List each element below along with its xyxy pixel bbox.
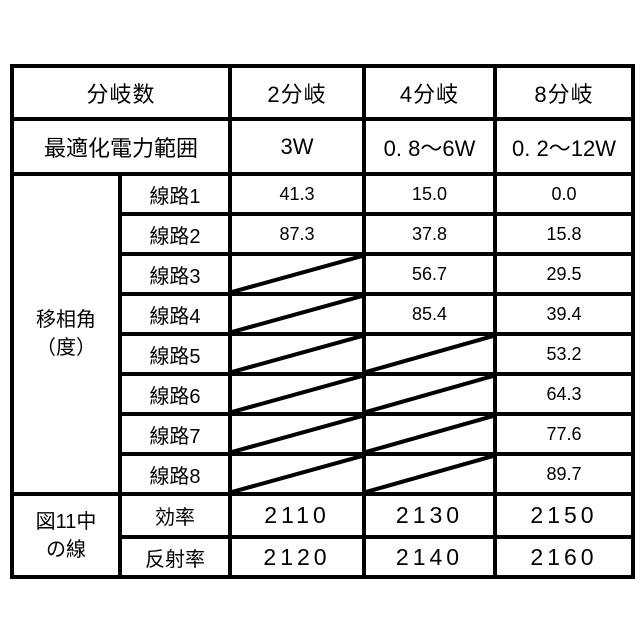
table-row: 最適化電力範囲 3W 0. 8～6W 0. 2～12W: [9, 117, 636, 176]
cell-value: 3W: [228, 117, 367, 176]
table-row: 分岐数 2分岐 4分岐 8分岐: [9, 64, 636, 121]
slashed-cell: [228, 252, 367, 296]
table-row: 反射率 2120 2140 2160: [12, 535, 636, 579]
figure-label-line1: 図11中: [35, 510, 97, 533]
cell-value: 87.3: [228, 212, 367, 256]
cell-value: 15.8: [493, 212, 636, 256]
cell-value: 41.3: [228, 172, 367, 216]
cell-value: 0. 2～12W: [493, 117, 636, 176]
cell-value: 53.2: [493, 332, 636, 376]
figure-section-label: 図11中 の線: [10, 492, 122, 579]
diagonal-slash: [232, 416, 362, 452]
slashed-cell: [362, 452, 498, 496]
slashed-cell: [228, 412, 367, 456]
cell-value: 77.6: [493, 412, 636, 456]
phase-angle-section-label: 移相角 （度）: [10, 172, 122, 496]
cell-value: 2130: [362, 492, 498, 539]
slashed-cell: [362, 372, 498, 416]
cell-value: 56.7: [362, 252, 498, 296]
table-row: 線路6 64.3: [12, 372, 636, 416]
header-2branch: 2分岐: [228, 64, 367, 121]
cell-value: 2140: [362, 535, 498, 579]
cell-value: 0. 8～6W: [362, 117, 498, 176]
diagonal-slash: [232, 256, 362, 292]
table-row: 線路5 53.2: [12, 332, 636, 376]
table-row: 線路7 77.6: [12, 412, 636, 456]
cell-value: 15.0: [362, 172, 498, 216]
cell-value: 89.7: [493, 452, 636, 496]
table-row: 線路2 87.3 37.8 15.8: [12, 212, 636, 256]
diagonal-slash: [232, 376, 362, 412]
diagonal-slash: [366, 336, 493, 372]
diagonal-slash: [366, 456, 493, 492]
data-table: 分岐数 2分岐 4分岐 8分岐 最適化電力範囲 3W 0. 8～6W 0. 2～…: [9, 64, 636, 579]
cell-value: 2110: [228, 492, 367, 539]
row-label: 線路3: [117, 252, 233, 296]
diagonal-slash: [232, 296, 362, 332]
row-label: 線路1: [117, 172, 233, 216]
cell-value: 2150: [493, 492, 636, 539]
row-label: 線路5: [117, 332, 233, 376]
phase-label-line1: 移相角: [36, 309, 96, 331]
slashed-cell: [228, 332, 367, 376]
power-range-label: 最適化電力範囲: [9, 117, 233, 176]
diagonal-slash: [232, 456, 362, 492]
table-row: 線路3 56.7 29.5: [12, 252, 636, 296]
cell-value: 2120: [228, 535, 367, 579]
slashed-cell: [228, 292, 367, 336]
header-8branch: 8分岐: [493, 64, 636, 121]
slashed-cell: [362, 332, 498, 376]
slashed-cell: [228, 452, 367, 496]
table-row: 線路8 89.7: [12, 452, 636, 496]
cell-value: 0.0: [493, 172, 636, 216]
row-label: 線路4: [117, 292, 233, 336]
phase-label-line2: （度）: [36, 337, 96, 359]
cell-value: 37.8: [362, 212, 498, 256]
row-label: 効率: [117, 492, 233, 539]
table-row: 移相角 （度） 線路1 41.3 15.0 0.0: [10, 172, 636, 496]
cell-value: 29.5: [493, 252, 636, 296]
diagonal-slash: [366, 376, 493, 412]
diagonal-slash: [232, 336, 362, 372]
figure-label-line2: の線: [46, 538, 86, 561]
header-branch-count: 分岐数: [9, 64, 233, 121]
cell-value: 64.3: [493, 372, 636, 416]
row-label: 反射率: [117, 535, 233, 579]
row-label: 線路8: [117, 452, 233, 496]
table-row: 図11中 の線 効率 2110 2130 2150: [10, 492, 636, 579]
diagonal-slash: [366, 416, 493, 452]
table-row: 線路4 85.4 39.4: [12, 292, 636, 336]
cell-value: 2160: [493, 535, 636, 579]
cell-value: 39.4: [493, 292, 636, 336]
slashed-cell: [362, 412, 498, 456]
row-label: 線路6: [117, 372, 233, 416]
cell-value: 85.4: [362, 292, 498, 336]
slashed-cell: [228, 372, 367, 416]
header-4branch: 4分岐: [362, 64, 498, 121]
row-label: 線路2: [117, 212, 233, 256]
row-label: 線路7: [117, 412, 233, 456]
